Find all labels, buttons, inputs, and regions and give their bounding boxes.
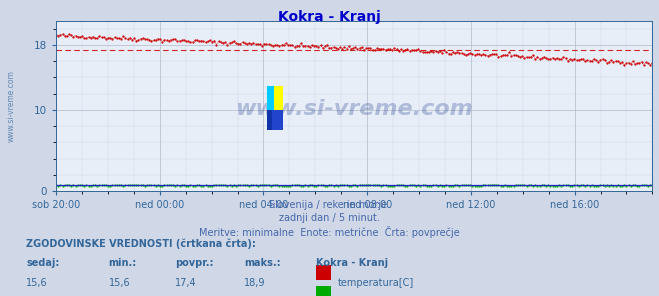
Text: temperatura[C]: temperatura[C] xyxy=(337,278,414,288)
Text: 17,4: 17,4 xyxy=(175,278,196,288)
Text: www.si-vreme.com: www.si-vreme.com xyxy=(7,70,16,142)
Text: povpr.:: povpr.: xyxy=(175,258,213,268)
Text: Slovenija / reke in morje.: Slovenija / reke in morje. xyxy=(269,200,390,210)
Text: min.:: min.: xyxy=(109,258,137,268)
Text: Meritve: minimalne  Enote: metrične  Črta: povprečje: Meritve: minimalne Enote: metrične Črta:… xyxy=(199,226,460,238)
Text: www.si-vreme.com: www.si-vreme.com xyxy=(235,99,473,119)
Text: 15,6: 15,6 xyxy=(109,278,130,288)
Bar xyxy=(274,86,283,110)
Bar xyxy=(272,110,283,130)
Text: Kokra - Kranj: Kokra - Kranj xyxy=(316,258,388,268)
Text: Kokra - Kranj: Kokra - Kranj xyxy=(278,10,381,24)
Bar xyxy=(267,86,274,110)
Text: ZGODOVINSKE VREDNOSTI (črtkana črta):: ZGODOVINSKE VREDNOSTI (črtkana črta): xyxy=(26,238,256,249)
Text: zadnji dan / 5 minut.: zadnji dan / 5 minut. xyxy=(279,213,380,223)
Text: maks.:: maks.: xyxy=(244,258,281,268)
Text: 18,9: 18,9 xyxy=(244,278,266,288)
Text: 15,6: 15,6 xyxy=(26,278,48,288)
Text: sedaj:: sedaj: xyxy=(26,258,60,268)
Bar xyxy=(267,110,272,130)
